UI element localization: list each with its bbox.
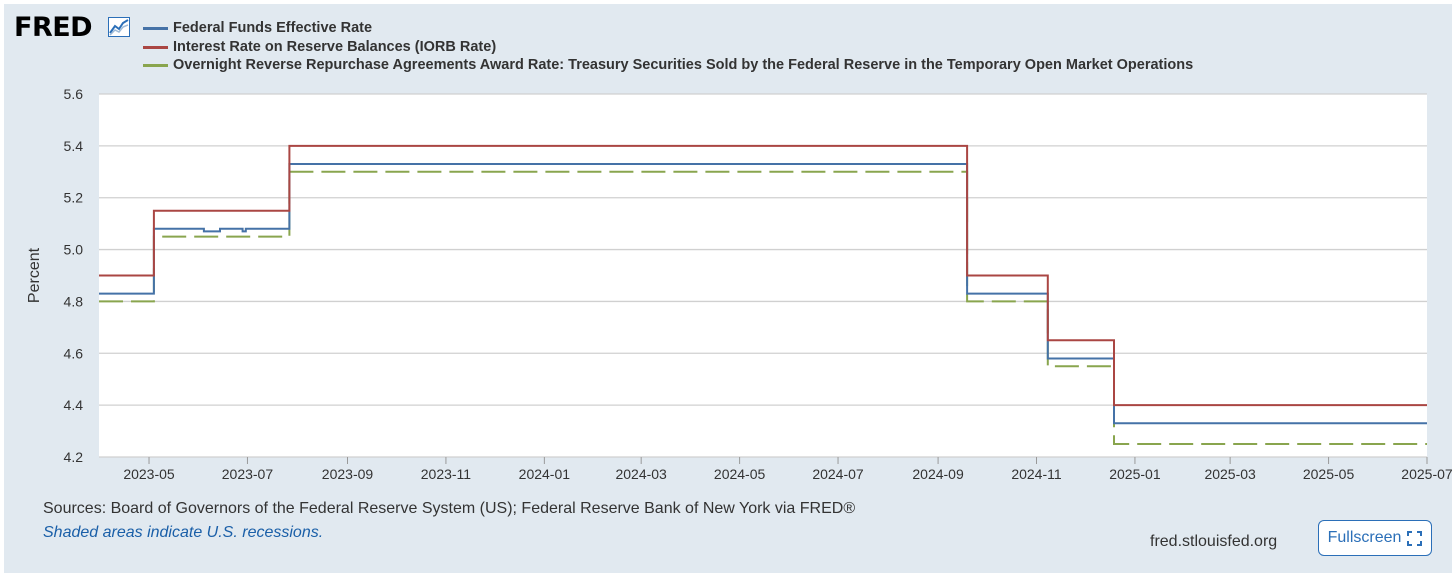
legend-swatch: [143, 63, 168, 67]
legend-label: Overnight Reverse Repurchase Agreements …: [173, 57, 1194, 73]
y-tick-label: 4.4: [64, 397, 84, 413]
y-axis-label: Percent: [26, 247, 43, 303]
x-tick-label: 2023-09: [322, 466, 374, 482]
x-tick-label: 2025-07: [1401, 466, 1453, 482]
chart-line-icon: [108, 17, 130, 37]
y-tick-label: 5.2: [64, 190, 84, 206]
y-tick-label: 5.0: [64, 242, 84, 258]
x-tick-label: 2023-11: [421, 466, 472, 482]
legend-entry[interactable]: Interest Rate on Reserve Balances (IORB …: [143, 38, 496, 56]
x-tick-label: 2024-09: [912, 466, 964, 482]
legend-swatch: [143, 26, 168, 30]
fullscreen-label: Fullscreen: [1327, 529, 1402, 546]
legend-label: Interest Rate on Reserve Balances (IORB …: [173, 39, 497, 55]
x-tick-label: 2024-07: [812, 466, 864, 482]
y-tick-label: 4.6: [64, 345, 84, 361]
series-line: [99, 144, 1427, 407]
x-tick-label: 2025-01: [1109, 466, 1161, 482]
x-tick-label: 2025-03: [1204, 466, 1256, 482]
y-tick-label: 5.6: [64, 86, 84, 102]
site-url[interactable]: fred.stlouisfed.org: [1150, 533, 1278, 550]
plot-area: [99, 94, 1427, 457]
legend-entry[interactable]: Federal Funds Effective Rate: [143, 19, 372, 37]
y-tick-label: 4.2: [64, 449, 84, 465]
fred-logo[interactable]: FRED: [14, 12, 93, 43]
x-tick-label: 2024-03: [615, 466, 667, 482]
x-tick-label: 2023-07: [222, 466, 274, 482]
expand-icon: [1407, 530, 1423, 546]
sources-text: Sources: Board of Governors of the Feder…: [43, 500, 856, 517]
y-tick-label: 4.8: [64, 293, 84, 309]
x-tick-label: 2025-05: [1303, 466, 1355, 482]
x-tick-label: 2024-01: [519, 466, 571, 482]
x-tick-label: 2024-11: [1011, 466, 1062, 482]
x-tick-label: 2023-05: [123, 466, 175, 482]
legend-swatch: [143, 45, 168, 49]
y-tick-label: 5.4: [64, 138, 84, 154]
x-tick-label: 2024-05: [714, 466, 766, 482]
fullscreen-button[interactable]: Fullscreen: [1318, 520, 1432, 556]
legend-label: Federal Funds Effective Rate: [173, 20, 373, 36]
legend-entry[interactable]: Overnight Reverse Repurchase Agreements …: [143, 56, 1193, 74]
recession-note: Shaded areas indicate U.S. recessions.: [43, 524, 324, 541]
